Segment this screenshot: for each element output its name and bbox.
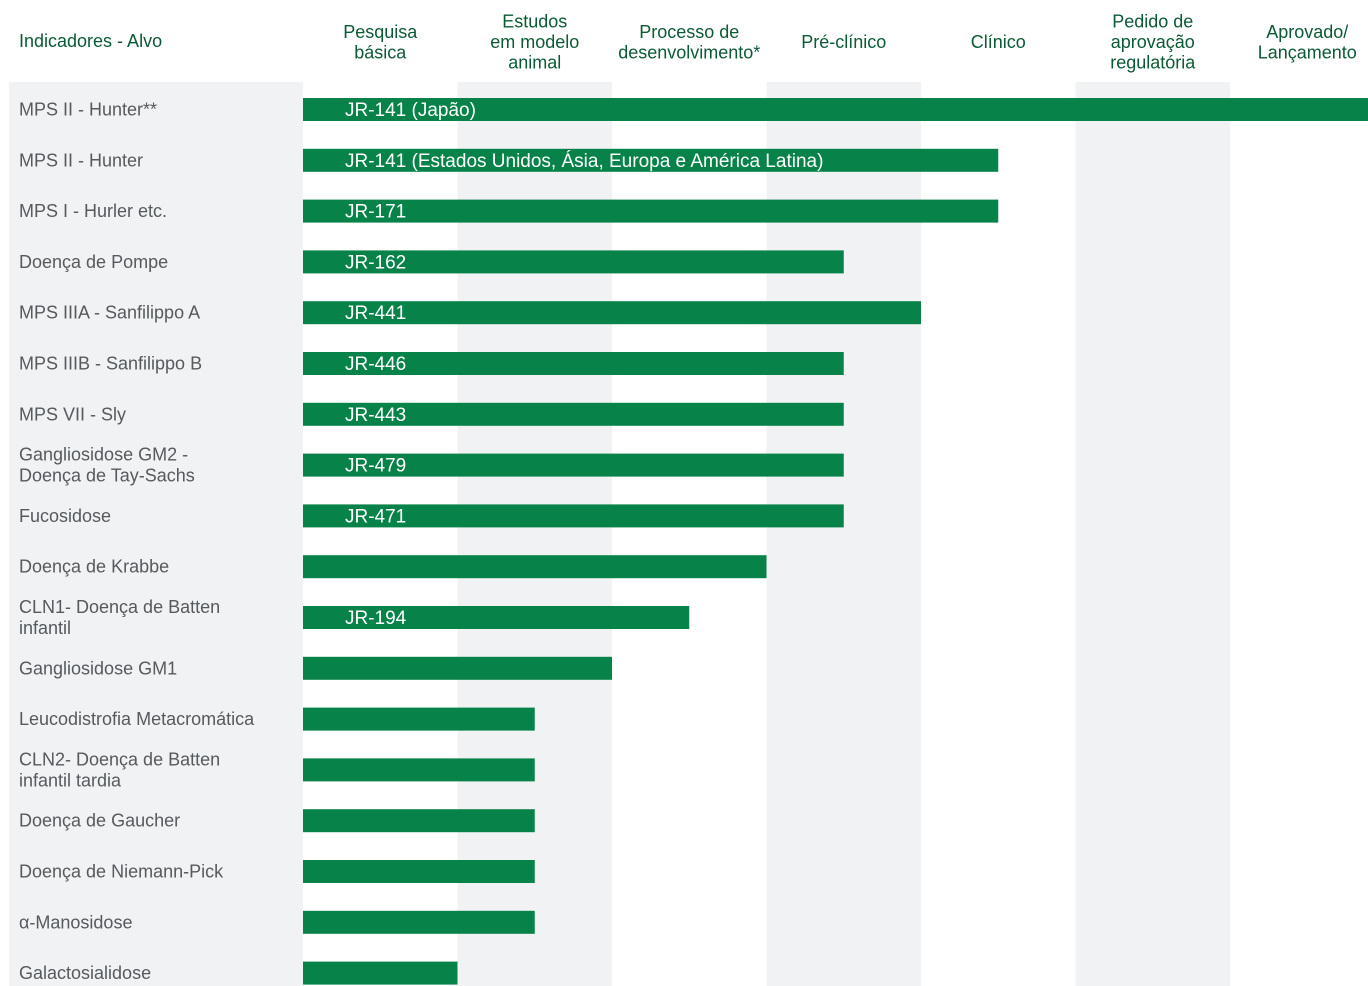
- row-label: Doença de Gaucher: [19, 811, 180, 831]
- progress-bar: [303, 199, 999, 223]
- progress-bar: [303, 707, 535, 731]
- progress-bar: [303, 606, 690, 629]
- stage-header-line: Clínico: [971, 32, 1026, 52]
- row-label: Doença de Krabbe: [19, 557, 169, 577]
- row-label-line: Doença de Gaucher: [19, 811, 180, 831]
- stage-header: Estudos em modelo animal: [490, 12, 579, 73]
- row-label-line: infantil: [19, 618, 71, 638]
- progress-bar: [303, 961, 458, 985]
- row-label: MPS IIIA - Sanfilippo A: [19, 303, 200, 323]
- row-label-line: CLN1- Doença de Batten: [19, 597, 220, 617]
- stage-header-line: desenvolvimento*: [618, 42, 760, 62]
- row-label: MPS IIIB - Sanfilippo B: [19, 354, 202, 374]
- program-label: JR-443: [345, 405, 406, 426]
- row-label-line: MPS II - Hunter: [19, 150, 143, 170]
- progress-bar: [303, 504, 844, 528]
- progress-bar: [303, 98, 1368, 121]
- row-label-line: Fucosidose: [19, 506, 111, 526]
- stage-header: Pedido de aprovação regulatória: [1110, 12, 1196, 73]
- row-label: Gangliosidose GM2 -Doença de Tay-Sachs: [19, 445, 195, 486]
- stage-header-line: Lançamento: [1258, 42, 1357, 62]
- row-label-line: Leucodistrofia Metacromática: [19, 709, 255, 729]
- program-label: JR-446: [345, 354, 406, 375]
- stage-header-line: Pedido de: [1112, 12, 1193, 32]
- row-header-label: Indicadores - Alvo: [19, 31, 162, 51]
- stage-column-band: [766, 82, 921, 986]
- row-label-line: Doença de Krabbe: [19, 557, 169, 577]
- row-label: Galactosialidose: [19, 963, 151, 983]
- program-label: JR-171: [345, 202, 406, 223]
- row-label: Doença de Niemann-Pick: [19, 862, 224, 882]
- stage-header-line: básica: [354, 42, 407, 62]
- row-label-line: infantil tardia: [19, 770, 122, 790]
- row-label-line: MPS IIIA - Sanfilippo A: [19, 303, 200, 323]
- row-label-line: α-Manosidose: [19, 912, 132, 932]
- row-label: MPS I - Hurler etc.: [19, 201, 167, 221]
- row-label-line: Gangliosidose GM2 -: [19, 445, 188, 465]
- stage-header-line: Pré-clínico: [801, 32, 886, 52]
- row-label: MPS VII - Sly: [19, 404, 126, 424]
- program-label: JR-471: [345, 506, 406, 527]
- row-label-line: Galactosialidose: [19, 963, 151, 983]
- row-label: Fucosidose: [19, 506, 111, 526]
- row-label-line: MPS IIIB - Sanfilippo B: [19, 354, 202, 374]
- program-label: JR-162: [345, 252, 406, 273]
- row-label: Doença de Pompe: [19, 252, 168, 272]
- stage-header-line: aprovação: [1111, 32, 1195, 52]
- progress-bar: [303, 809, 535, 833]
- program-label: JR-141 (Japão): [345, 100, 476, 121]
- stage-header-line: Aprovado/: [1266, 22, 1348, 42]
- stage-header-line: Pesquisa: [343, 22, 418, 42]
- stage-header-line: em modelo: [490, 32, 579, 52]
- progress-bar: [303, 453, 844, 477]
- stage-header-line: Processo de: [639, 22, 739, 42]
- row-label-line: MPS I - Hurler etc.: [19, 201, 167, 221]
- progress-bar: [303, 758, 535, 782]
- row-label-line: CLN2- Doença de Batten: [19, 749, 220, 769]
- program-label: JR-479: [345, 456, 406, 477]
- progress-bar: [303, 555, 767, 579]
- row-label: MPS II - Hunter: [19, 150, 143, 170]
- row-label: MPS II - Hunter**: [19, 100, 157, 120]
- row-label: Gangliosidose GM1: [19, 658, 177, 678]
- row-label: α-Manosidose: [19, 912, 132, 932]
- progress-bar: [303, 860, 535, 883]
- row-label-line: MPS II - Hunter**: [19, 100, 157, 120]
- progress-bar: [303, 250, 844, 274]
- stage-header-line: animal: [508, 53, 561, 73]
- stage-column-band: [1075, 82, 1230, 986]
- stage-header: Clínico: [971, 32, 1026, 52]
- progress-bar: [303, 352, 844, 375]
- label-column-band: [9, 82, 303, 986]
- progress-bar: [303, 910, 535, 934]
- row-label-line: Doença de Tay-Sachs: [19, 466, 195, 486]
- stage-header: Pré-clínico: [801, 32, 886, 52]
- stage-header-line: Estudos: [502, 12, 567, 32]
- stage-header: Aprovado/Lançamento: [1258, 22, 1357, 63]
- progress-bar: [303, 402, 844, 426]
- program-label: JR-141 (Estados Unidos, Ásia, Europa e A…: [345, 151, 823, 172]
- row-label: CLN2- Doença de Batten infantil tardia: [19, 749, 220, 790]
- row-label: Leucodistrofia Metacromática: [19, 709, 255, 729]
- row-label: CLN1- Doença de Batten infantil: [19, 597, 220, 638]
- progress-bar: [303, 656, 612, 680]
- program-label: JR-194: [345, 608, 407, 629]
- row-label-line: Gangliosidose GM1: [19, 658, 177, 678]
- program-label: JR-441: [345, 303, 406, 324]
- row-label-line: MPS VII - Sly: [19, 404, 126, 424]
- stage-header: Pesquisa básica: [343, 22, 418, 63]
- stage-header: Processo de desenvolvimento*: [618, 22, 760, 63]
- stage-header-line: regulatória: [1110, 53, 1196, 73]
- row-label-line: Doença de Niemann-Pick: [19, 862, 224, 882]
- stage-column-band: [457, 82, 612, 986]
- progress-bar: [303, 148, 999, 172]
- row-label-line: Doença de Pompe: [19, 252, 168, 272]
- progress-bar: [303, 301, 921, 325]
